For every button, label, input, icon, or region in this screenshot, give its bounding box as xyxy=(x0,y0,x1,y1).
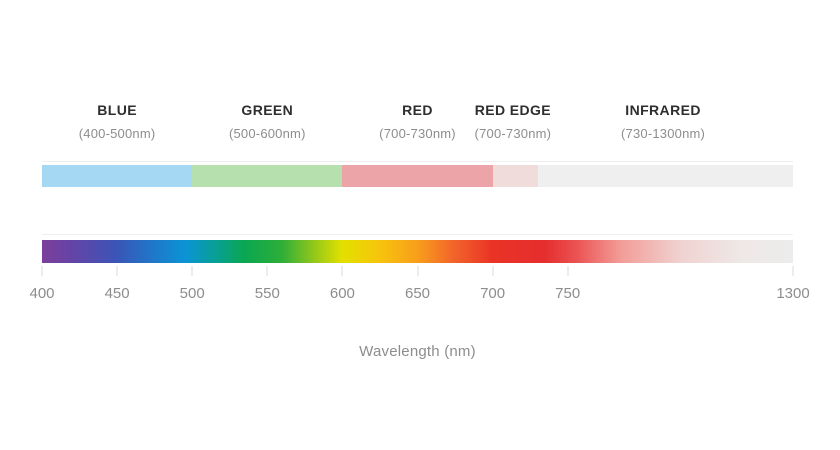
tick-label: 600 xyxy=(329,285,355,302)
band-segment xyxy=(537,165,793,187)
tick-label: 700 xyxy=(480,285,506,302)
tick-label: 1300 xyxy=(776,285,810,302)
band-range-red-edge: (700-730nm) xyxy=(474,126,552,141)
tick-mark xyxy=(266,266,268,276)
x-axis-title: Wavelength (nm) xyxy=(359,343,476,360)
band-label: BLUE (400-500nm) xyxy=(79,102,156,141)
band-label: GREEN (500-600nm) xyxy=(229,102,306,141)
band-name-green: GREEN xyxy=(241,102,294,118)
tick-mark xyxy=(116,266,118,276)
tick-label: 450 xyxy=(104,285,130,302)
separator-line xyxy=(42,161,793,162)
tick-mark xyxy=(492,266,494,276)
tick-label: 500 xyxy=(179,285,205,302)
band-segment xyxy=(492,165,538,187)
band-segment xyxy=(192,165,343,187)
band-label: RED (700-730nm) xyxy=(379,102,456,141)
band-label: RED EDGE (700-730nm) xyxy=(475,102,552,141)
band-name-red-edge: RED EDGE xyxy=(474,102,552,118)
wavelength-axis: 400 450 500 550 600 650 700 750 1300 xyxy=(29,263,810,313)
tick-mark xyxy=(41,266,43,276)
band-segment xyxy=(342,165,493,187)
band-segment xyxy=(42,165,193,187)
tick-mark xyxy=(567,266,569,276)
band-name-infrared: INFRARED xyxy=(625,102,701,118)
tick-label: 750 xyxy=(555,285,581,302)
tick-label: 550 xyxy=(254,285,280,302)
tick-mark xyxy=(417,266,418,276)
tick-label: 650 xyxy=(404,285,431,302)
tick-mark xyxy=(792,266,794,276)
band-label: INFRARED (730-1300nm) xyxy=(621,102,705,141)
band-range-infrared: (730-1300nm) xyxy=(621,126,706,141)
tick-mark xyxy=(191,266,193,276)
spectrum-gradient-bar xyxy=(42,240,793,263)
band-range-green: (500-600nm) xyxy=(228,126,306,141)
tick-label: 400 xyxy=(29,285,55,302)
band-strip xyxy=(42,165,793,187)
plot-area: BLUE (400-500nm) GREEN (500-600nm) RED (… xyxy=(29,0,810,450)
band-name-blue: BLUE xyxy=(97,102,137,118)
separator-line xyxy=(42,234,793,235)
band-range-blue: (400-500nm) xyxy=(78,126,156,141)
band-name-red: RED xyxy=(402,102,433,118)
band-range-red: (700-730nm) xyxy=(379,126,456,141)
tick-mark xyxy=(341,266,343,276)
